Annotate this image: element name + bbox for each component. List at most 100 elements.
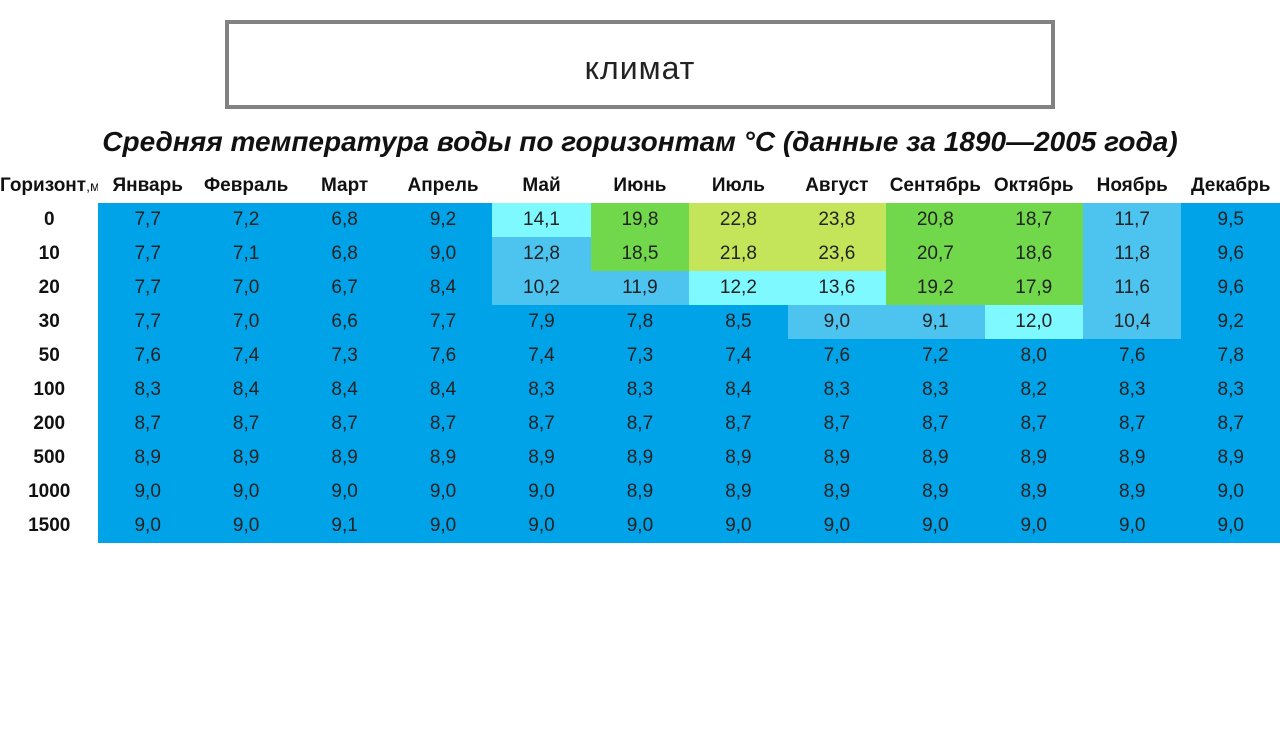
heatmap-cell: 9,0: [197, 475, 295, 509]
heatmap-cell: 8,7: [492, 407, 590, 441]
heatmap-cell: 8,3: [1083, 373, 1181, 407]
heatmap-cell: 7,7: [98, 305, 196, 339]
table-row: 10009,09,09,09,09,08,98,98,98,98,98,99,0: [0, 475, 1280, 509]
heatmap-cell: 8,4: [689, 373, 787, 407]
column-header-month: Август: [788, 169, 886, 203]
heatmap-cell: 11,9: [591, 271, 689, 305]
heatmap-cell: 9,0: [788, 305, 886, 339]
heatmap-cell: 8,7: [886, 407, 984, 441]
column-header-month: Июль: [689, 169, 787, 203]
heatmap-cell: 8,9: [1083, 441, 1181, 475]
heatmap-cell: 9,1: [295, 509, 393, 543]
table-row: 1008,38,48,48,48,38,38,48,38,38,28,38,3: [0, 373, 1280, 407]
heatmap-cell: 9,0: [98, 509, 196, 543]
heatmap-cell: 18,5: [591, 237, 689, 271]
heatmap-cell: 7,4: [197, 339, 295, 373]
row-header-title-cell: Горизонт,м: [0, 169, 98, 203]
heatmap-cell: 6,8: [295, 203, 393, 237]
column-header-month: Октябрь: [985, 169, 1083, 203]
heatmap-cell: 8,3: [591, 373, 689, 407]
heatmap-cell: 8,7: [98, 407, 196, 441]
heatmap-cell: 8,7: [394, 407, 492, 441]
heatmap-cell: 9,0: [886, 509, 984, 543]
table-header-row: Горизонт,м ЯнварьФевральМартАпрельМайИюн…: [0, 169, 1280, 203]
heatmap-cell: 8,9: [788, 441, 886, 475]
row-header-depth: 30: [0, 305, 98, 339]
table-row: 307,77,06,67,77,97,88,59,09,112,010,49,2: [0, 305, 1280, 339]
heatmap-cell: 8,2: [985, 373, 1083, 407]
heatmap-cell: 7,1: [197, 237, 295, 271]
heatmap-cell: 8,3: [1181, 373, 1280, 407]
row-header-depth: 100: [0, 373, 98, 407]
heatmap-cell: 7,0: [197, 305, 295, 339]
heatmap-cell: 9,0: [1083, 509, 1181, 543]
heatmap-cell: 9,0: [492, 475, 590, 509]
heatmap-cell: 8,4: [394, 271, 492, 305]
heatmap-cell: 12,0: [985, 305, 1083, 339]
table-body: 07,77,26,89,214,119,822,823,820,818,711,…: [0, 203, 1280, 543]
table-row: 15009,09,09,19,09,09,09,09,09,09,09,09,0: [0, 509, 1280, 543]
heatmap-cell: 23,8: [788, 203, 886, 237]
heatmap-cell: 7,7: [394, 305, 492, 339]
heatmap-cell: 8,9: [886, 441, 984, 475]
heatmap-cell: 8,3: [886, 373, 984, 407]
heatmap-cell: 8,4: [295, 373, 393, 407]
heatmap-cell: 12,2: [689, 271, 787, 305]
heatmap-cell: 14,1: [492, 203, 590, 237]
heatmap-cell: 8,9: [591, 441, 689, 475]
heatmap-cell: 8,5: [689, 305, 787, 339]
heatmap-cell: 11,6: [1083, 271, 1181, 305]
heatmap-cell: 10,4: [1083, 305, 1181, 339]
table-row: 507,67,47,37,67,47,37,47,67,28,07,67,8: [0, 339, 1280, 373]
heatmap-cell: 9,0: [295, 475, 393, 509]
heatmap-cell: 7,0: [197, 271, 295, 305]
heatmap-cell: 8,9: [197, 441, 295, 475]
heatmap-cell: 9,1: [886, 305, 984, 339]
column-header-month: Ноябрь: [1083, 169, 1181, 203]
heatmap-cell: 9,0: [788, 509, 886, 543]
column-header-month: Февраль: [197, 169, 295, 203]
row-header-depth: 10: [0, 237, 98, 271]
heatmap-cell: 7,4: [492, 339, 590, 373]
heatmap-cell: 8,9: [886, 475, 984, 509]
heatmap-cell: 9,2: [1181, 305, 1280, 339]
heatmap-cell: 9,6: [1181, 237, 1280, 271]
column-header-month: Май: [492, 169, 590, 203]
heatmap-cell: 9,0: [394, 509, 492, 543]
heatmap-cell: 13,6: [788, 271, 886, 305]
table-caption: Средняя температура воды по горизонтам °…: [0, 119, 1280, 165]
row-header-depth: 50: [0, 339, 98, 373]
heatmap-cell: 8,7: [295, 407, 393, 441]
heatmap-cell: 9,0: [689, 509, 787, 543]
heatmap-cell: 8,9: [689, 475, 787, 509]
heatmap-cell: 9,0: [591, 509, 689, 543]
heatmap-cell: 8,9: [985, 475, 1083, 509]
heatmap-cell: 9,0: [98, 475, 196, 509]
heatmap-cell: 7,6: [98, 339, 196, 373]
heatmap-cell: 11,7: [1083, 203, 1181, 237]
column-header-month: Июнь: [591, 169, 689, 203]
heatmap-cell: 8,7: [1083, 407, 1181, 441]
row-header-depth: 200: [0, 407, 98, 441]
heatmap-cell: 8,7: [985, 407, 1083, 441]
heatmap-cell: 8,7: [591, 407, 689, 441]
heatmap-cell: 7,8: [1181, 339, 1280, 373]
heatmap-cell: 8,9: [98, 441, 196, 475]
heatmap-cell: 8,9: [295, 441, 393, 475]
heatmap-cell: 11,8: [1083, 237, 1181, 271]
heatmap-cell: 8,3: [98, 373, 196, 407]
heatmap-cell: 21,8: [689, 237, 787, 271]
heatmap-cell: 9,0: [1181, 475, 1280, 509]
heatmap-cell: 19,2: [886, 271, 984, 305]
row-header-depth: 0: [0, 203, 98, 237]
page-title: климат: [585, 50, 696, 86]
heatmap-cell: 8,9: [985, 441, 1083, 475]
heatmap-cell: 7,6: [788, 339, 886, 373]
heatmap-cell: 9,0: [1181, 509, 1280, 543]
heatmap-cell: 7,6: [1083, 339, 1181, 373]
heatmap-cell: 9,5: [1181, 203, 1280, 237]
heatmap-cell: 8,3: [788, 373, 886, 407]
heatmap-cell: 7,7: [98, 203, 196, 237]
heatmap-cell: 8,9: [394, 441, 492, 475]
heatmap-cell: 19,8: [591, 203, 689, 237]
